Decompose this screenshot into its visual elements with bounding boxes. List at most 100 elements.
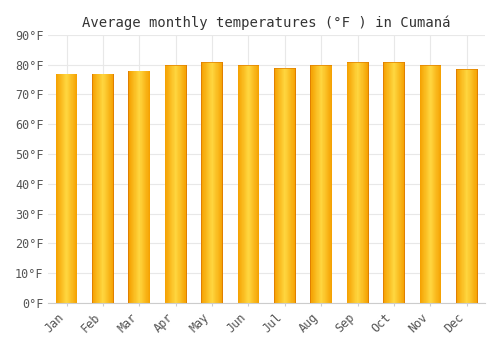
Bar <box>395 62 396 303</box>
Bar <box>440 65 442 303</box>
Bar <box>477 69 478 303</box>
Bar <box>352 62 354 303</box>
Bar <box>397 62 398 303</box>
Bar <box>283 68 284 303</box>
Bar <box>311 65 312 303</box>
Bar <box>170 65 171 303</box>
Bar <box>477 69 478 303</box>
Bar <box>421 65 422 303</box>
Bar <box>212 62 213 303</box>
Bar <box>111 74 112 303</box>
Bar <box>394 62 395 303</box>
Bar <box>208 62 209 303</box>
Bar <box>222 62 223 303</box>
Bar <box>313 65 314 303</box>
Bar <box>211 62 212 303</box>
Bar <box>391 62 392 303</box>
Bar <box>470 69 471 303</box>
Bar <box>249 65 250 303</box>
Bar <box>295 68 296 303</box>
Bar <box>279 68 280 303</box>
Bar <box>434 65 435 303</box>
Bar <box>314 65 316 303</box>
Bar <box>460 69 461 303</box>
Bar <box>288 68 289 303</box>
Bar <box>402 62 403 303</box>
Bar <box>474 69 475 303</box>
Bar <box>239 65 240 303</box>
Bar <box>101 74 102 303</box>
Bar <box>173 65 174 303</box>
Bar <box>290 68 291 303</box>
Bar <box>282 68 283 303</box>
Bar <box>259 65 260 303</box>
Bar <box>218 62 219 303</box>
Bar <box>247 65 248 303</box>
Bar <box>131 71 132 303</box>
Bar <box>139 71 140 303</box>
Bar <box>361 62 362 303</box>
Bar <box>168 65 169 303</box>
Bar <box>140 71 141 303</box>
Bar <box>258 65 260 303</box>
Bar <box>329 65 330 303</box>
Bar <box>185 65 186 303</box>
Bar <box>92 74 114 75</box>
Bar <box>136 71 137 303</box>
Bar <box>357 62 358 303</box>
Bar <box>356 62 357 303</box>
Bar <box>463 69 464 303</box>
Bar <box>217 62 218 303</box>
Bar <box>351 62 352 303</box>
Bar <box>99 74 100 303</box>
Bar <box>145 71 146 303</box>
Bar <box>64 74 65 303</box>
Bar <box>257 65 258 303</box>
Bar <box>403 62 404 303</box>
Bar <box>465 69 466 303</box>
Bar <box>404 62 405 303</box>
Bar <box>219 62 220 303</box>
Bar <box>132 71 133 303</box>
Bar <box>220 62 221 303</box>
Bar <box>244 65 245 303</box>
Bar <box>292 68 293 303</box>
Bar <box>56 74 58 303</box>
Bar <box>396 62 397 303</box>
Bar <box>476 69 477 303</box>
Bar <box>424 65 425 303</box>
Bar <box>92 74 93 303</box>
Bar <box>135 71 136 303</box>
Bar <box>287 68 288 303</box>
Bar <box>383 62 384 303</box>
Bar <box>215 62 216 303</box>
Bar <box>420 65 421 303</box>
Bar <box>427 65 428 303</box>
Bar <box>204 62 205 303</box>
Bar <box>256 65 257 303</box>
Bar <box>400 62 401 303</box>
Bar <box>105 74 106 303</box>
Bar <box>294 68 295 303</box>
Bar <box>102 74 103 303</box>
Bar <box>77 74 78 303</box>
Bar <box>456 69 477 70</box>
Bar <box>112 74 113 303</box>
Bar <box>383 62 405 63</box>
Bar <box>439 65 440 303</box>
Bar <box>243 65 244 303</box>
Bar <box>60 74 61 303</box>
Bar <box>201 62 202 303</box>
Bar <box>323 65 324 303</box>
Bar <box>468 69 469 303</box>
Bar <box>137 71 138 303</box>
Bar <box>216 62 217 303</box>
Bar <box>65 74 66 303</box>
Bar <box>142 71 143 303</box>
Bar <box>293 68 294 303</box>
Bar <box>319 65 320 303</box>
Bar <box>310 65 311 303</box>
Bar <box>393 62 394 303</box>
Bar <box>316 65 317 303</box>
Bar <box>128 71 129 303</box>
